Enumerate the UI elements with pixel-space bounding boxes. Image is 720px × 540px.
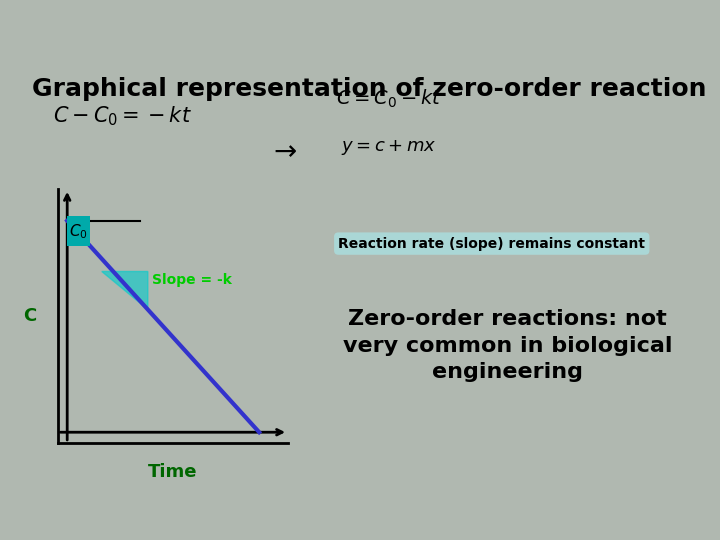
Text: Reaction rate (slope) remains constant: Reaction rate (slope) remains constant (338, 237, 645, 251)
Text: Zero-order reactions: not
very common in biological
engineering: Zero-order reactions: not very common in… (343, 309, 672, 382)
Text: $C - C_0 = -kt$: $C - C_0 = -kt$ (53, 104, 192, 128)
Text: Graphical representation of zero-order reaction: Graphical representation of zero-order r… (32, 77, 706, 102)
Text: $C_0$: $C_0$ (69, 222, 88, 241)
Polygon shape (102, 272, 148, 309)
Text: →: → (274, 138, 297, 166)
Bar (67, 217, 90, 246)
Text: C: C (23, 307, 37, 325)
Text: $y = c + mx$: $y = c + mx$ (341, 138, 436, 157)
Text: Slope = -k: Slope = -k (152, 273, 232, 287)
Text: $C = C_0 - kt$: $C = C_0 - kt$ (336, 88, 442, 110)
Text: Time: Time (148, 463, 197, 481)
